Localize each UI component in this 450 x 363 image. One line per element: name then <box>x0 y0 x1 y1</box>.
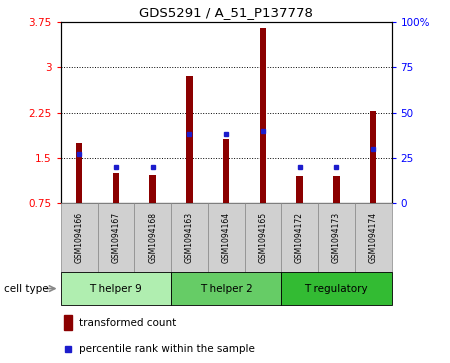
Bar <box>244 203 281 272</box>
Text: GSM1094172: GSM1094172 <box>295 212 304 263</box>
Bar <box>333 176 340 203</box>
Bar <box>61 272 171 305</box>
Title: GDS5291 / A_51_P137778: GDS5291 / A_51_P137778 <box>139 6 313 19</box>
Bar <box>98 203 134 272</box>
Text: transformed count: transformed count <box>79 318 176 328</box>
Text: percentile rank within the sample: percentile rank within the sample <box>79 344 255 354</box>
Text: T regulatory: T regulatory <box>305 284 368 294</box>
Bar <box>223 139 230 203</box>
Bar <box>64 315 72 330</box>
Text: GSM1094167: GSM1094167 <box>112 212 121 263</box>
Bar <box>149 175 156 203</box>
Bar <box>281 272 392 305</box>
Bar <box>171 203 208 272</box>
Bar <box>134 203 171 272</box>
Text: T helper 9: T helper 9 <box>90 284 142 294</box>
Bar <box>112 173 119 203</box>
Bar <box>296 176 303 203</box>
Bar <box>171 272 281 305</box>
Text: GSM1094168: GSM1094168 <box>148 212 157 263</box>
Bar <box>370 111 377 203</box>
Bar <box>186 76 193 203</box>
Bar <box>355 203 392 272</box>
Bar <box>76 143 82 203</box>
Text: GSM1094174: GSM1094174 <box>369 212 378 263</box>
Bar <box>281 203 318 272</box>
Text: GSM1094163: GSM1094163 <box>185 212 194 263</box>
Text: GSM1094165: GSM1094165 <box>258 212 267 263</box>
Bar <box>61 203 98 272</box>
Text: GSM1094166: GSM1094166 <box>75 212 84 263</box>
Bar <box>318 203 355 272</box>
Bar <box>260 28 266 203</box>
Text: GSM1094173: GSM1094173 <box>332 212 341 263</box>
Text: T helper 2: T helper 2 <box>200 284 252 294</box>
Text: cell type: cell type <box>4 284 49 294</box>
Text: GSM1094164: GSM1094164 <box>221 212 230 263</box>
Bar <box>208 203 244 272</box>
